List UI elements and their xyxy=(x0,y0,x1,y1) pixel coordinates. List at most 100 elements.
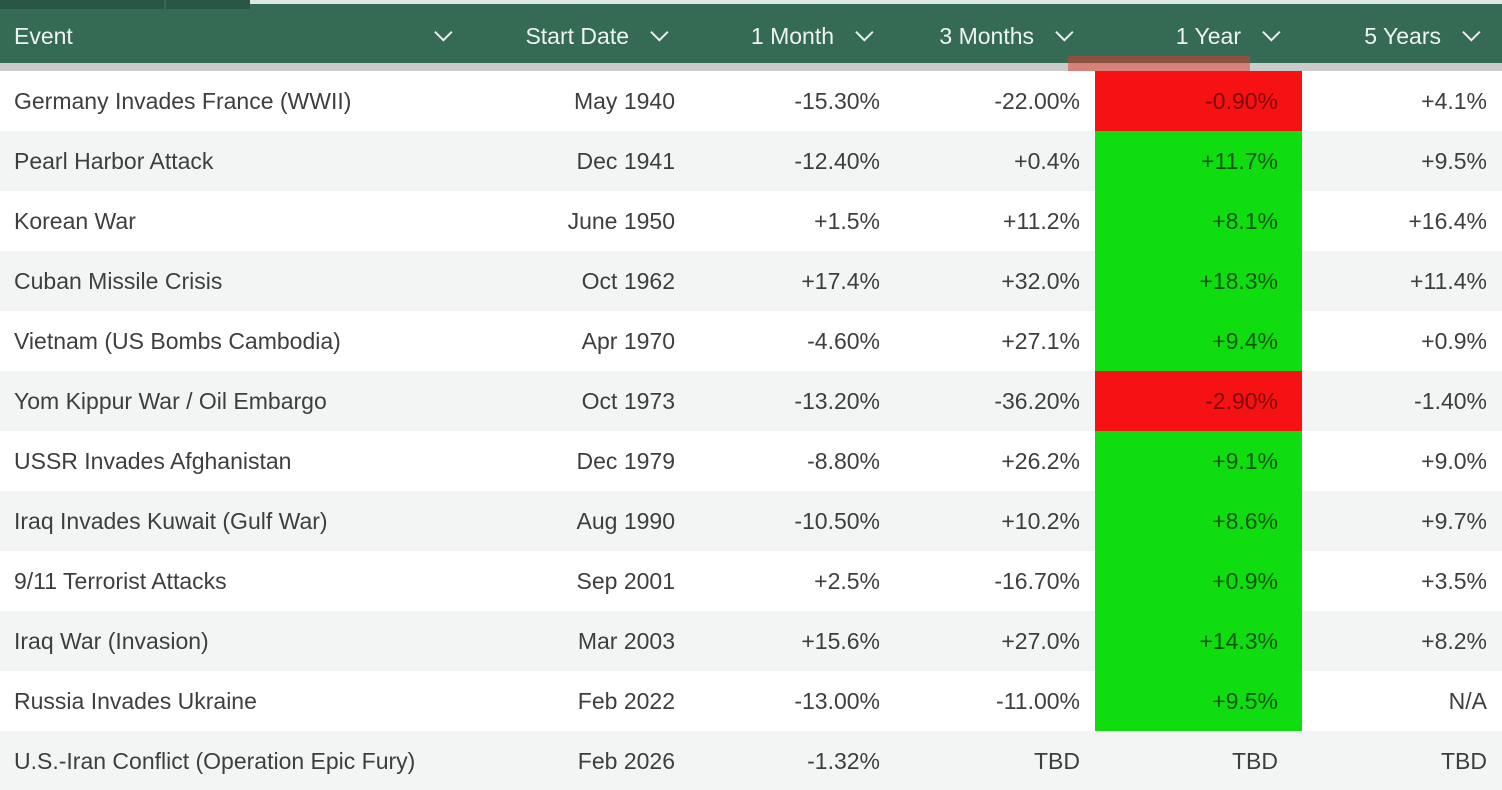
table-row[interactable]: USSR Invades Afghanistan Dec 1979 -8.80%… xyxy=(0,431,1502,491)
chevron-down-icon[interactable] xyxy=(1055,22,1074,42)
table-header-row: Event Start Date 1 Month 3 Months 1 Year… xyxy=(0,9,1502,63)
five-years-cell: -1.40% xyxy=(1414,387,1487,414)
column-header-5-years[interactable]: 5 Years xyxy=(1302,9,1502,63)
three-months-cell: +10.2% xyxy=(1001,507,1080,534)
chevron-down-icon[interactable] xyxy=(1462,22,1481,42)
three-months-cell: +0.4% xyxy=(1014,147,1080,174)
start-date-cell: Mar 2003 xyxy=(577,627,675,654)
table-row[interactable]: Germany Invades France (WWII) May 1940 -… xyxy=(0,71,1502,131)
event-cell: Vietnam (US Bombs Cambodia) xyxy=(14,327,341,354)
five-years-cell: +3.5% xyxy=(1421,567,1487,594)
column-header-start-date[interactable]: Start Date xyxy=(460,9,690,63)
one-month-cell: -15.30% xyxy=(794,87,880,114)
start-date-cell: Oct 1962 xyxy=(581,267,675,294)
table-row[interactable]: Russia Invades Ukraine Feb 2022 -13.00% … xyxy=(0,671,1502,731)
chevron-down-icon[interactable] xyxy=(650,22,669,42)
column-header-label: 1 Year xyxy=(1175,22,1241,49)
five-years-cell: TBD xyxy=(1441,747,1487,774)
one-month-cell: -13.00% xyxy=(794,687,880,714)
one-year-cell: +9.5% xyxy=(1095,671,1302,731)
table-row[interactable]: Cuban Missile Crisis Oct 1962 +17.4% +32… xyxy=(0,251,1502,311)
column-header-3-months[interactable]: 3 Months xyxy=(895,9,1095,63)
one-month-cell: -13.20% xyxy=(794,387,880,414)
three-months-cell: +26.2% xyxy=(1001,447,1080,474)
start-date-cell: Apr 1970 xyxy=(581,327,675,354)
top-edge-strip xyxy=(0,0,1502,9)
start-date-cell: June 1950 xyxy=(567,207,675,234)
one-year-cell: TBD xyxy=(1232,747,1278,774)
start-date-cell: Sep 2001 xyxy=(576,567,675,594)
event-cell: Korean War xyxy=(14,207,136,234)
five-years-cell: N/A xyxy=(1448,687,1487,714)
one-month-cell: +1.5% xyxy=(814,207,880,234)
three-months-cell: +32.0% xyxy=(1001,267,1080,294)
three-months-cell: +27.0% xyxy=(1001,627,1080,654)
start-date-cell: Aug 1990 xyxy=(576,507,675,534)
table-row[interactable]: Korean War June 1950 +1.5% +11.2% +8.1% … xyxy=(0,191,1502,251)
one-year-cell: +9.1% xyxy=(1095,431,1302,491)
start-date-cell: Dec 1941 xyxy=(576,147,675,174)
chevron-down-icon[interactable] xyxy=(434,22,453,42)
start-date-cell: May 1940 xyxy=(573,87,675,114)
five-years-cell: +0.9% xyxy=(1421,327,1487,354)
three-months-cell: +27.1% xyxy=(1001,327,1080,354)
column-header-label: Start Date xyxy=(525,22,629,49)
chevron-down-icon[interactable] xyxy=(855,22,874,42)
column-header-label: 1 Month xyxy=(750,22,834,49)
five-years-cell: +11.4% xyxy=(1410,267,1487,294)
table-row[interactable]: Yom Kippur War / Oil Embargo Oct 1973 -1… xyxy=(0,371,1502,431)
one-year-cell: -2.90% xyxy=(1095,371,1302,431)
column-header-1-year[interactable]: 1 Year xyxy=(1095,9,1302,63)
cutoff-tab xyxy=(166,0,250,9)
table-row[interactable]: Iraq War (Invasion) Mar 2003 +15.6% +27.… xyxy=(0,611,1502,671)
one-month-cell: +15.6% xyxy=(801,627,880,654)
column-header-1-month[interactable]: 1 Month xyxy=(690,9,895,63)
one-year-cell: +18.3% xyxy=(1095,251,1302,311)
event-cell: USSR Invades Afghanistan xyxy=(14,447,292,474)
start-date-cell: Feb 2022 xyxy=(577,687,675,714)
five-years-cell: +9.0% xyxy=(1421,447,1487,474)
top-highlight-line xyxy=(250,0,1502,4)
start-date-cell: Dec 1979 xyxy=(576,447,675,474)
table-row[interactable]: 9/11 Terrorist Attacks Sep 2001 +2.5% -1… xyxy=(0,551,1502,611)
event-cell: Iraq Invades Kuwait (Gulf War) xyxy=(14,507,328,534)
event-cell: Cuban Missile Crisis xyxy=(14,267,223,294)
start-date-cell: Oct 1973 xyxy=(581,387,675,414)
table-row[interactable]: Vietnam (US Bombs Cambodia) Apr 1970 -4.… xyxy=(0,311,1502,371)
five-years-cell: +9.7% xyxy=(1421,507,1487,534)
one-year-cell: +8.1% xyxy=(1095,191,1302,251)
one-year-cell: +0.9% xyxy=(1095,551,1302,611)
event-cell: Russia Invades Ukraine xyxy=(14,687,257,714)
one-month-cell: -8.80% xyxy=(807,447,880,474)
table-row[interactable]: U.S.-Iran Conflict (Operation Epic Fury)… xyxy=(0,731,1502,790)
one-year-cell: -0.90% xyxy=(1095,71,1302,131)
start-date-cell: Feb 2026 xyxy=(577,747,675,774)
table-body: Germany Invades France (WWII) May 1940 -… xyxy=(0,71,1502,790)
one-month-cell: -12.40% xyxy=(794,147,880,174)
table-row[interactable]: Iraq Invades Kuwait (Gulf War) Aug 1990 … xyxy=(0,491,1502,551)
one-year-cell: +9.4% xyxy=(1095,311,1302,371)
column-header-label: Event xyxy=(14,22,73,49)
one-year-cell: +11.7% xyxy=(1095,131,1302,191)
five-years-cell: +4.1% xyxy=(1421,87,1487,114)
chevron-down-icon[interactable] xyxy=(1262,22,1281,42)
one-month-cell: +2.5% xyxy=(814,567,880,594)
cutoff-tab xyxy=(0,0,164,9)
header-body-separator xyxy=(0,63,1502,71)
three-months-cell: +11.2% xyxy=(1003,207,1080,234)
five-years-cell: +8.2% xyxy=(1421,627,1487,654)
column-header-label: 3 Months xyxy=(939,22,1034,49)
five-years-cell: +16.4% xyxy=(1408,207,1487,234)
three-months-cell: TBD xyxy=(1034,747,1080,774)
event-cell: Yom Kippur War / Oil Embargo xyxy=(14,387,327,414)
event-cell: Germany Invades France (WWII) xyxy=(14,87,352,114)
event-cell: 9/11 Terrorist Attacks xyxy=(14,567,227,594)
three-months-cell: -22.00% xyxy=(994,87,1080,114)
one-month-cell: -10.50% xyxy=(794,507,880,534)
table-row[interactable]: Pearl Harbor Attack Dec 1941 -12.40% +0.… xyxy=(0,131,1502,191)
event-cell: U.S.-Iran Conflict (Operation Epic Fury) xyxy=(14,747,416,774)
column-header-event[interactable]: Event xyxy=(0,9,460,63)
one-month-cell: -1.32% xyxy=(807,747,880,774)
three-months-cell: -36.20% xyxy=(994,387,1080,414)
